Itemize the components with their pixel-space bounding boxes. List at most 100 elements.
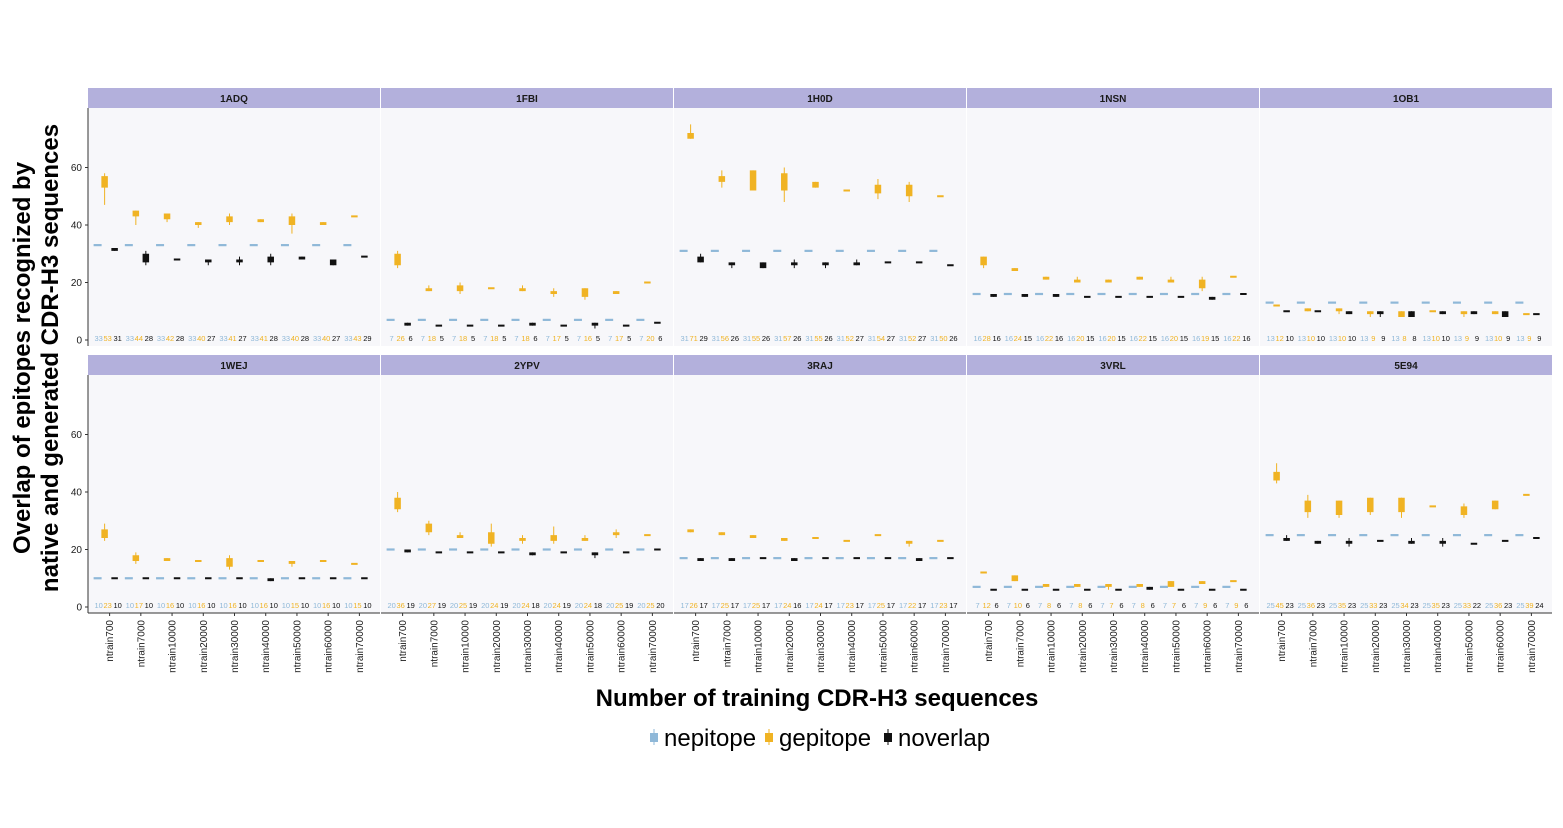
gepitope-box-1FBI-8 (644, 281, 651, 284)
nepitope-count-1NSN-8: 16 (1223, 334, 1231, 343)
gepitope-count-1WEJ-4: 16 (228, 601, 236, 610)
noverlap-box-1WEJ-6-body (298, 577, 306, 580)
noverlap-count-1H0D-4: 26 (824, 334, 832, 343)
noverlap-box-1FBI-2-body (466, 324, 474, 327)
gepitope-box-1NSN-0-body (980, 256, 987, 266)
nepitope-count-1H0D-6: 31 (868, 334, 876, 343)
noverlap-box-2YPV-6 (591, 552, 599, 559)
gepitope-box-1NSN-7-body (1198, 279, 1206, 289)
gepitope-count-1WEJ-3: 16 (197, 601, 205, 610)
nepitope-count-3RAJ-3: 17 (774, 601, 782, 610)
nepitope-count-1WEJ-8: 10 (344, 601, 352, 610)
nepitope-count-3VRL-3: 7 (1069, 601, 1073, 610)
gepitope-count-1WEJ-1: 17 (135, 601, 143, 610)
gepitope-box-1H0D-5-body (843, 189, 850, 192)
gepitope-box-3RAJ-8-body (937, 539, 944, 542)
gepitope-count-1H0D-7: 52 (908, 334, 916, 343)
noverlap-count-1ADQ-6: 28 (301, 334, 309, 343)
noverlap-box-2YPV-0 (404, 549, 411, 553)
noverlap-box-3VRL-8-body (1240, 588, 1247, 591)
gepitope-count-3RAJ-5: 23 (846, 601, 854, 610)
noverlap-box-1OB1-4 (1408, 311, 1415, 317)
gepitope-box-2YPV-1-body (425, 523, 433, 533)
noverlap-box-5E94-2-body (1345, 540, 1353, 544)
noverlap-box-1H0D-8-body (947, 264, 954, 267)
gepitope-count-1WEJ-6: 15 (291, 601, 299, 610)
gepitope-count-3RAJ-0: 26 (689, 601, 697, 610)
gepitope-count-3RAJ-7: 22 (908, 601, 916, 610)
gepitope-count-1FBI-5: 17 (553, 334, 561, 343)
gepitope-box-1NSN-2 (1042, 276, 1050, 280)
nepitope-count-1NSN-7: 16 (1192, 334, 1200, 343)
nepitope-count-1OB1-4: 13 (1391, 334, 1399, 343)
gepitope-box-3RAJ-6 (874, 534, 882, 537)
strip-label-1OB1: 1OB1 (1393, 94, 1420, 105)
noverlap-count-1ADQ-7: 27 (332, 334, 340, 343)
x-tick-label-3VRL-7: ntrain60000 (1203, 620, 1214, 673)
noverlap-box-1NSN-4-body (1115, 295, 1122, 298)
gepitope-box-1NSN-8 (1230, 275, 1237, 278)
x-tick-label-5E94-2: ntrain10000 (1340, 620, 1351, 673)
gepitope-count-2YPV-6: 24 (584, 601, 592, 610)
gepitope-box-1OB1-4-body (1398, 311, 1405, 317)
strip-label-5E94: 5E94 (1394, 361, 1418, 372)
noverlap-box-1WEJ-4 (236, 577, 243, 580)
noverlap-box-1FBI-5 (560, 324, 567, 327)
panel-bg-5E94 (1260, 375, 1552, 613)
gepitope-box-1WEJ-0-body (101, 529, 108, 538)
gepitope-box-1H0D-1 (718, 170, 726, 188)
legend: nepitope gepitope noverlap (650, 725, 990, 752)
noverlap-box-3VRL-5-body (1146, 586, 1153, 590)
noverlap-count-2YPV-0: 19 (406, 601, 414, 610)
gepitope-count-3VRL-2: 8 (1047, 601, 1051, 610)
gepitope-box-2YPV-7 (612, 529, 620, 538)
gepitope-box-1H0D-3-body (781, 173, 788, 191)
noverlap-count-3RAJ-2: 17 (762, 601, 770, 610)
noverlap-box-2YPV-2 (466, 551, 474, 554)
nepitope-count-2YPV-2: 20 (450, 601, 458, 610)
noverlap-box-1WEJ-7-body (329, 577, 337, 580)
gepitope-box-1FBI-0 (394, 250, 401, 269)
gepitope-box-2YPV-3-body (488, 532, 495, 544)
gepitope-box-3RAJ-3 (781, 538, 788, 541)
gepitope-count-3VRL-5: 8 (1141, 601, 1145, 610)
legend-item-nepitope: nepitope (650, 725, 756, 752)
noverlap-box-3RAJ-3 (791, 558, 798, 561)
noverlap-count-1NSN-6: 15 (1180, 334, 1188, 343)
gepitope-count-1H0D-3: 57 (783, 334, 791, 343)
gepitope-box-2YPV-4 (519, 535, 526, 544)
nepitope-count-5E94-8: 25 (1516, 601, 1524, 610)
gepitope-count-3VRL-0: 12 (982, 601, 990, 610)
nepitope-count-1OB1-3: 13 (1360, 334, 1368, 343)
nepitope-count-1H0D-1: 31 (712, 334, 720, 343)
nepitope-count-1ADQ-1: 33 (126, 334, 134, 343)
gepitope-box-1H0D-7-body (905, 184, 913, 197)
noverlap-box-1H0D-3-body (791, 262, 798, 266)
noverlap-box-1ADQ-8 (361, 255, 368, 258)
noverlap-box-2YPV-7-body (622, 551, 630, 554)
gepitope-box-1H0D-6-body (874, 184, 882, 194)
noverlap-box-3VRL-0 (990, 588, 997, 591)
strip-1H0D (674, 88, 966, 108)
gepitope-count-1NSN-0: 28 (982, 334, 990, 343)
nepitope-count-3RAJ-5: 17 (837, 601, 845, 610)
gepitope-box-1H0D-5 (843, 189, 850, 192)
y-axis-title-line-1: Overlap of epitopes recognized by (9, 161, 36, 554)
x-tick-label-3RAJ-0: ntrain700 (691, 620, 702, 662)
nepitope-count-1ADQ-7: 33 (313, 334, 321, 343)
panel-bg-1NSN (967, 108, 1259, 346)
panel-bg-3VRL (967, 375, 1259, 613)
nepitope-count-5E94-1: 25 (1298, 601, 1306, 610)
gepitope-box-1FBI-1-body (425, 288, 433, 292)
gepitope-box-3VRL-1 (1011, 575, 1019, 582)
gepitope-box-1H0D-4 (812, 181, 819, 188)
noverlap-box-1WEJ-1 (142, 577, 150, 580)
gepitope-count-1NSN-5: 22 (1139, 334, 1147, 343)
noverlap-count-1WEJ-5: 10 (270, 601, 278, 610)
x-tick-label-2YPV-4: ntrain30000 (523, 620, 534, 673)
nepitope-count-1H0D-7: 31 (899, 334, 907, 343)
nepitope-count-1FBI-1: 7 (421, 334, 425, 343)
noverlap-count-3VRL-2: 6 (1057, 601, 1061, 610)
noverlap-count-1H0D-0: 29 (699, 334, 707, 343)
